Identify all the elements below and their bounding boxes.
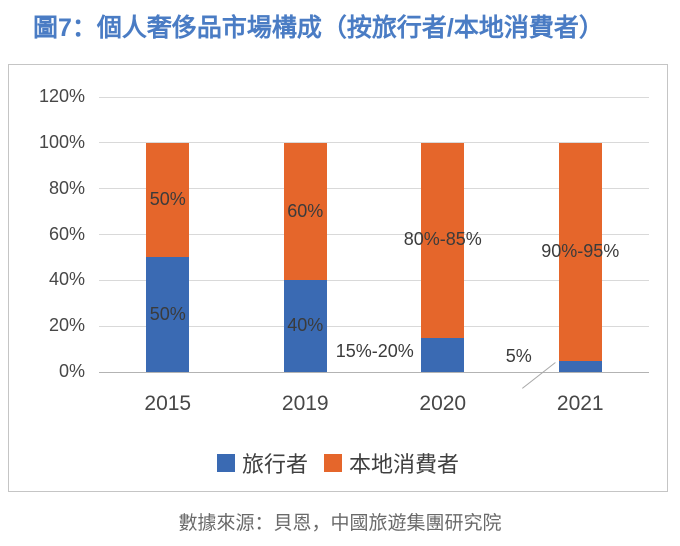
bar-value-label: 50% bbox=[149, 303, 186, 324]
legend-label-locals: 本地消費者 bbox=[349, 452, 460, 477]
y-axis-tick-label: 40% bbox=[48, 269, 85, 290]
gridline bbox=[99, 96, 649, 98]
x-axis-label: 2021 bbox=[556, 392, 604, 415]
bar-value-label: 5% bbox=[505, 346, 532, 367]
legend-swatch-locals-icon bbox=[324, 454, 342, 472]
y-axis-tick-label: 100% bbox=[38, 131, 85, 152]
gridline bbox=[99, 188, 649, 190]
legend-label-travelers: 旅行者 bbox=[241, 452, 308, 477]
legend-item-travelers: 旅行者 bbox=[216, 447, 308, 479]
gridline bbox=[99, 279, 649, 281]
bar-value-label: 15%-20% bbox=[335, 340, 414, 361]
bar-value-label: 90%-95% bbox=[541, 240, 620, 261]
bar-segment-travelers-2015 bbox=[146, 257, 190, 372]
bar-value-label: 60% bbox=[287, 200, 324, 221]
legend-item-locals: 本地消費者 bbox=[324, 447, 459, 479]
bar-segment-locals-2015 bbox=[146, 142, 190, 258]
data-source-caption: 數據來源：貝恩，中國旅遊集團研究院 bbox=[178, 513, 502, 534]
y-axis-tick-label: 20% bbox=[48, 315, 85, 336]
plot-area: 0% 20% 40% 60% 80% 100% 120% 50% 50% 2015 40% 60% 20… bbox=[9, 65, 667, 491]
bar-value-label: 80%-85% bbox=[403, 229, 482, 250]
y-axis-tick-label: 120% bbox=[38, 86, 85, 106]
gridline bbox=[99, 234, 649, 235]
x-axis-label: 2020 bbox=[419, 392, 467, 415]
bar-value-label: 40% bbox=[287, 315, 324, 336]
y-axis-tick-label: 80% bbox=[48, 177, 85, 198]
gridline bbox=[99, 142, 649, 144]
legend-swatch-travelers-icon bbox=[216, 454, 235, 472]
bar-segment-travelers-2021 bbox=[558, 360, 602, 372]
y-axis-tick-label: 0% bbox=[58, 361, 85, 381]
figure-title: 圖7：個人奢侈品市場構成（按旅行者/本地消費者） bbox=[33, 14, 604, 42]
x-axis-label: 2019 bbox=[281, 392, 329, 415]
x-axis-label: 2015 bbox=[144, 392, 192, 415]
chart-legend: 旅行者 本地消費者 bbox=[9, 447, 667, 479]
x-axis-line bbox=[99, 371, 649, 373]
gridline bbox=[99, 325, 649, 327]
y-axis-tick-label: 60% bbox=[48, 223, 85, 244]
chart-frame: 0% 20% 40% 60% 80% 100% 120% 50% 50% 2015 40% 60% 20… bbox=[8, 64, 668, 492]
bar-segment-locals-2020 bbox=[421, 142, 465, 338]
bar-value-label: 50% bbox=[149, 189, 186, 210]
bar-segment-locals-2021 bbox=[558, 142, 602, 361]
bar-segment-travelers-2020 bbox=[421, 337, 465, 372]
bar-segment-travelers-2019 bbox=[283, 280, 327, 372]
bar-segment-locals-2019 bbox=[283, 142, 327, 281]
